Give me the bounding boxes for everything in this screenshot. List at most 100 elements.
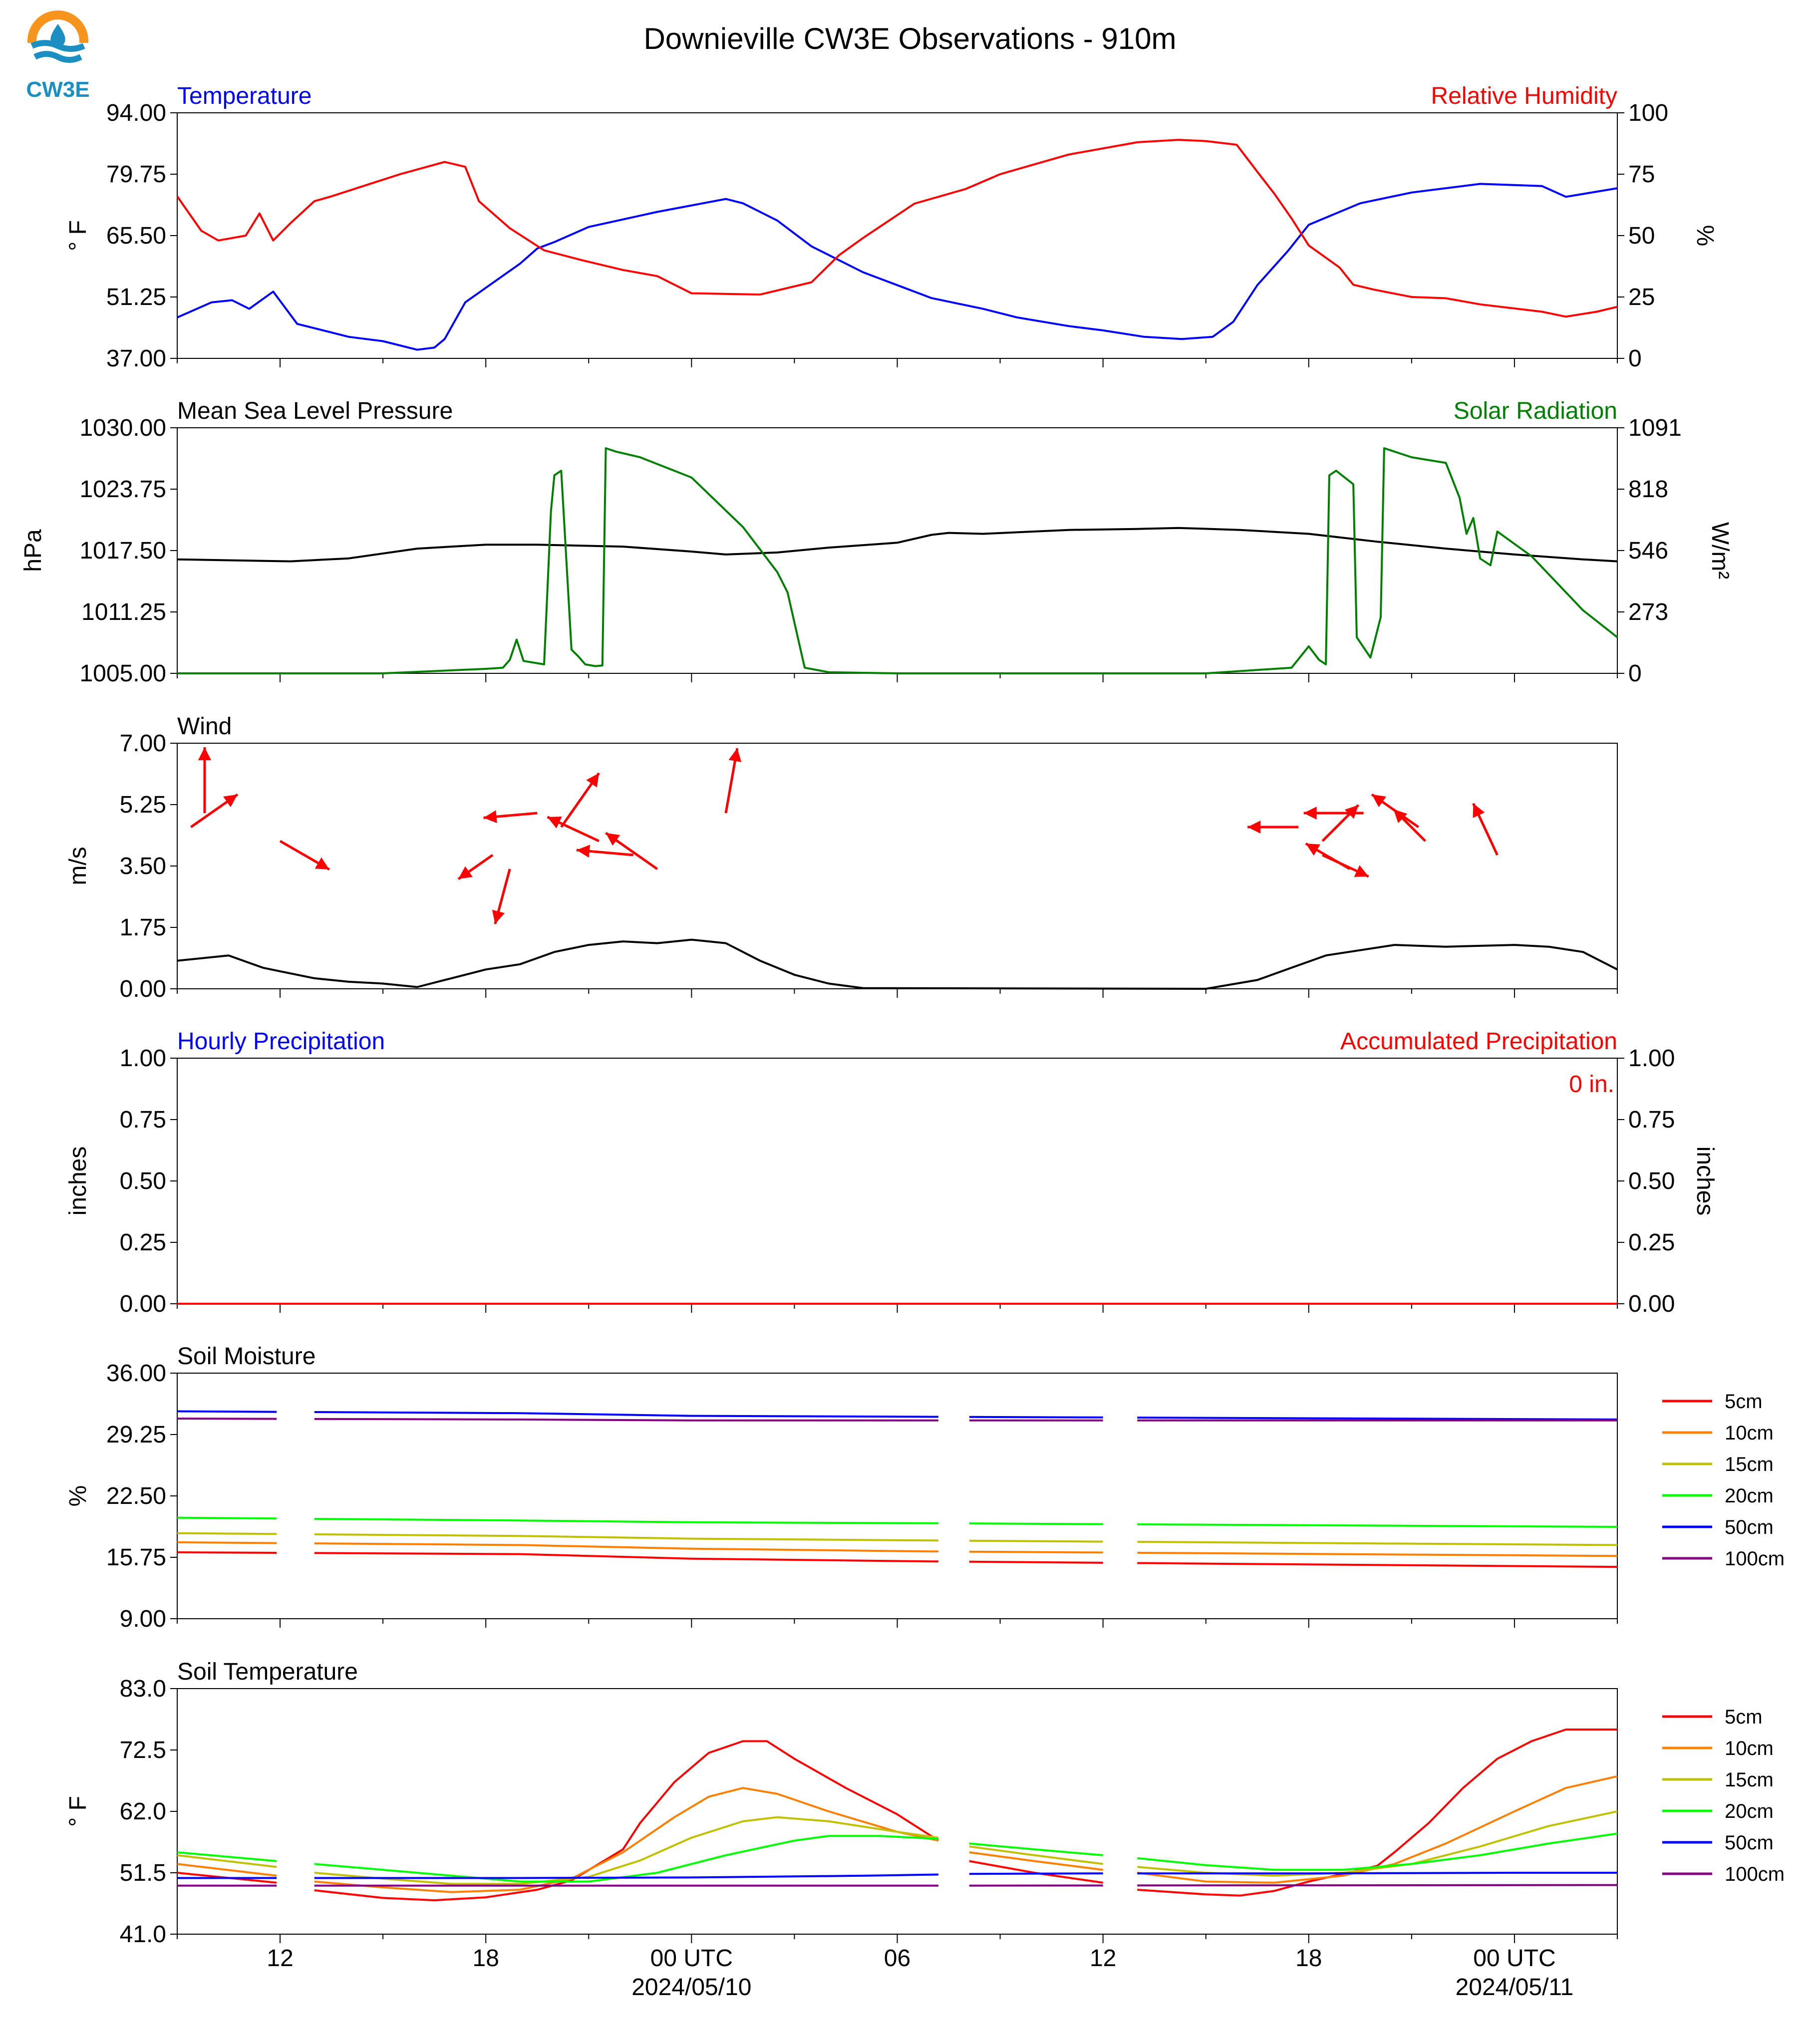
series-line-50cm xyxy=(177,1872,1617,1879)
panel-title-left: Soil Temperature xyxy=(177,1659,358,1685)
chart-title: Downieville CW3E Observations - 910m xyxy=(643,22,1176,55)
wind-arrow-head xyxy=(483,810,497,824)
wind-arrow-head xyxy=(1303,807,1317,820)
wind-arrow-head xyxy=(606,833,620,846)
y-tick-label: 3.50 xyxy=(120,853,166,879)
x-date-label: 2024/05/10 xyxy=(631,1974,751,2001)
legend-label: 15cm xyxy=(1725,1769,1774,1791)
series-line-10cm xyxy=(177,1541,1618,1557)
y-tick-label: 22.50 xyxy=(106,1483,166,1509)
y-tick-label: 62.0 xyxy=(120,1798,166,1825)
y-axis-label: m/s xyxy=(65,847,91,885)
legend-label: 10cm xyxy=(1725,1422,1774,1444)
y-tick-label: 1.00 xyxy=(120,1045,166,1072)
x-tick-label: 06 xyxy=(884,1945,910,1972)
y-tick-label-right: 50 xyxy=(1628,223,1655,249)
y-tick-label-right: 0 xyxy=(1628,345,1642,372)
y-tick-label: 0.00 xyxy=(120,1291,166,1317)
y-tick-label: 72.5 xyxy=(120,1737,166,1763)
y-tick-label: 37.00 xyxy=(106,345,166,372)
legend-label: 5cm xyxy=(1725,1391,1763,1413)
y-tick-label-right: 818 xyxy=(1628,476,1668,503)
series-line-15cm xyxy=(177,1810,1618,1885)
panel-title-left: Soil Moisture xyxy=(177,1343,315,1370)
logo-drop-icon xyxy=(50,24,65,47)
wind-arrow-head xyxy=(1305,844,1320,856)
series-line-20cm xyxy=(177,1832,1618,1883)
wind-arrow-head xyxy=(198,747,211,760)
y-axis-label: ° F xyxy=(65,1796,91,1827)
y-tick-label-right: 0.25 xyxy=(1628,1229,1675,1256)
y-tick-label: 1005.00 xyxy=(79,660,166,687)
wind-arrow-head xyxy=(314,857,329,869)
y-tick-label: 1017.50 xyxy=(79,538,166,564)
wind-arrow-head xyxy=(492,909,505,924)
panel-title-right: Solar Radiation xyxy=(1454,398,1617,424)
x-tick-label: 12 xyxy=(1090,1945,1116,1972)
wind-arrow-head xyxy=(1354,865,1369,877)
x-tick-label: 00 UTC xyxy=(1473,1945,1555,1972)
series-line-5cm xyxy=(177,1551,1618,1568)
legend-label: 100cm xyxy=(1725,1548,1785,1570)
y-tick-label: 1.75 xyxy=(120,914,166,941)
cw3e-logo: CW3E xyxy=(25,10,91,102)
logo-text: CW3E xyxy=(26,77,89,102)
y-tick-label: 41.0 xyxy=(120,1921,166,1948)
legend-label: 20cm xyxy=(1725,1800,1774,1822)
y-tick-label-right: 25 xyxy=(1628,284,1655,310)
series-line-solar-radiation xyxy=(177,447,1618,674)
y-tick-label: 5.25 xyxy=(120,792,166,818)
x-tick-label: 18 xyxy=(473,1945,499,1972)
y-tick-label-right: 0.00 xyxy=(1628,1291,1675,1317)
panel-title-left: Temperature xyxy=(177,83,311,109)
legend-label: 5cm xyxy=(1725,1706,1763,1728)
y-axis-label-right: W/m² xyxy=(1707,522,1733,579)
wind-arrow-head xyxy=(547,817,562,829)
y-axis-label: hPa xyxy=(20,529,46,572)
y-tick-label: 7.00 xyxy=(120,730,166,757)
x-date-label: 2024/05/11 xyxy=(1456,1974,1574,2001)
wind-arrow-head xyxy=(458,866,473,879)
series-line-50cm xyxy=(177,1410,1618,1421)
y-tick-label: 83.0 xyxy=(120,1676,166,1702)
y-tick-label-right: 1091 xyxy=(1628,415,1682,441)
series-line-100cm xyxy=(177,1418,1617,1422)
y-tick-label-right: 273 xyxy=(1628,599,1668,625)
legend-label: 15cm xyxy=(1725,1453,1774,1475)
series-line-wind xyxy=(177,938,1618,990)
y-tick-label: 65.50 xyxy=(106,223,166,249)
y-tick-label-right: 75 xyxy=(1628,161,1655,188)
y-tick-label: 79.75 xyxy=(106,161,166,188)
y-tick-label: 15.75 xyxy=(106,1544,166,1571)
y-tick-label: 1011.25 xyxy=(81,599,166,625)
series-line-temperature xyxy=(177,183,1618,351)
panel-title-left: Hourly Precipitation xyxy=(177,1028,385,1055)
y-tick-label: 36.00 xyxy=(106,1360,166,1387)
y-tick-label-right: 0.75 xyxy=(1628,1107,1675,1133)
series-line-relative-humidity xyxy=(176,139,1618,318)
y-tick-label-right: 0.50 xyxy=(1628,1168,1675,1194)
panel-title-left: Wind xyxy=(177,713,232,740)
panel-title-right: Accumulated Precipitation xyxy=(1340,1028,1617,1055)
y-tick-label: 0.75 xyxy=(120,1107,166,1133)
y-tick-label: 0.50 xyxy=(120,1168,166,1194)
y-tick-label-right: 546 xyxy=(1628,538,1668,564)
wind-arrow-head xyxy=(586,773,600,788)
y-tick-label-right: 0 xyxy=(1628,660,1642,687)
legend-label: 50cm xyxy=(1725,1516,1774,1538)
wind-arrow-head xyxy=(223,794,238,808)
legend-label: 50cm xyxy=(1725,1832,1774,1854)
wind-arrow-head xyxy=(1372,794,1386,808)
y-tick-label: 1023.75 xyxy=(79,476,166,503)
y-axis-label: ° F xyxy=(65,220,91,251)
x-tick-label: 18 xyxy=(1295,1945,1322,1972)
series-line-mean-sea-level-pressure xyxy=(177,527,1618,563)
legend-label: 10cm xyxy=(1725,1738,1774,1759)
series-line-20cm xyxy=(177,1516,1618,1528)
y-axis-label-right: % xyxy=(1692,225,1718,247)
wind-arrow-head xyxy=(577,845,591,858)
x-tick-label: 00 UTC xyxy=(650,1945,733,1972)
y-axis-label: inches xyxy=(65,1147,91,1216)
